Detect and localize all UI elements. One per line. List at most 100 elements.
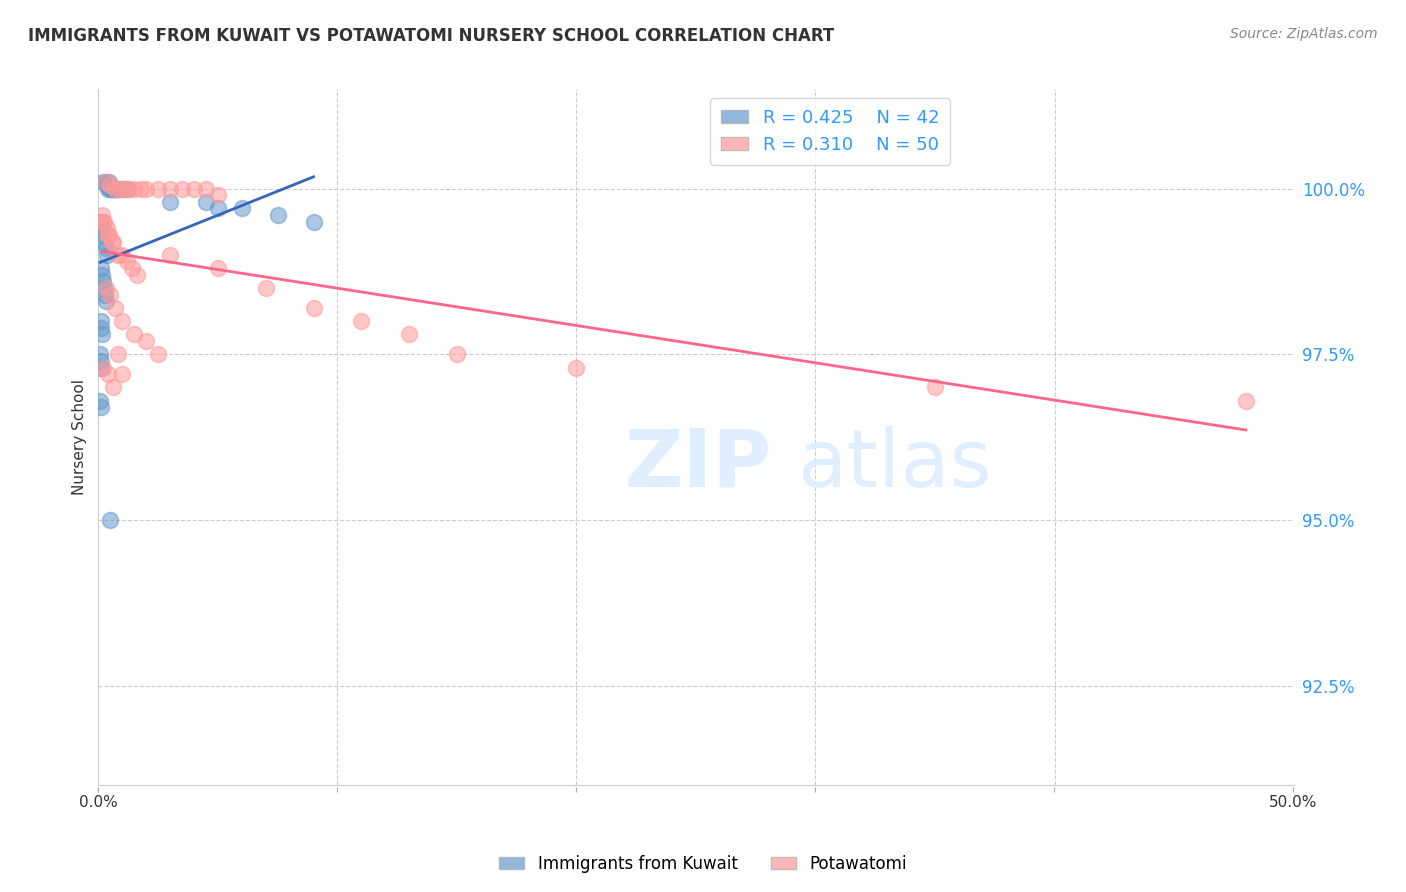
Point: [93, 215, 115, 229]
Y-axis label: Nursery School: Nursery School: [72, 379, 87, 495]
Text: IMMIGRANTS FROM KUWAIT VS POTAWATOMI NURSERY SCHOOL CORRELATION CHART: IMMIGRANTS FROM KUWAIT VS POTAWATOMI NUR…: [28, 27, 834, 45]
Point: [90, 354, 112, 368]
Text: 50.0%: 50.0%: [1270, 796, 1317, 810]
Point: [91, 175, 114, 189]
Point: [135, 181, 157, 195]
Point: [91, 215, 114, 229]
Point: [183, 181, 205, 195]
Point: [90, 360, 112, 375]
Point: [104, 181, 127, 195]
Point: [114, 181, 136, 195]
Point: [94, 241, 117, 255]
Point: [96, 248, 118, 262]
Point: [254, 281, 277, 295]
Point: [231, 202, 253, 216]
Point: [97, 181, 120, 195]
Text: ZIP: ZIP: [624, 425, 772, 504]
Point: [302, 215, 325, 229]
Point: [91, 227, 114, 242]
Point: [94, 287, 117, 301]
Point: [105, 181, 128, 195]
Point: [115, 254, 138, 268]
Point: [96, 221, 118, 235]
Point: [267, 208, 290, 222]
Point: [111, 248, 134, 262]
Point: [101, 235, 124, 249]
Point: [159, 248, 181, 262]
Point: [104, 181, 127, 195]
Point: [107, 347, 129, 361]
Point: [172, 181, 194, 195]
Point: [124, 327, 146, 342]
Point: [107, 248, 129, 262]
Point: [98, 513, 122, 527]
Text: atlas: atlas: [797, 425, 991, 504]
Point: [108, 181, 131, 195]
Point: [97, 227, 120, 242]
Point: [91, 221, 114, 235]
Point: [565, 360, 588, 375]
Point: [350, 314, 373, 328]
Point: [94, 175, 117, 189]
Legend: R = 0.425    N = 42, R = 0.310    N = 50: R = 0.425 N = 42, R = 0.310 N = 50: [710, 98, 950, 165]
Point: [124, 181, 146, 195]
Point: [91, 274, 114, 288]
Point: [103, 181, 125, 195]
Point: [135, 334, 157, 348]
Point: [398, 327, 420, 342]
Text: Source: ZipAtlas.com: Source: ZipAtlas.com: [1230, 27, 1378, 41]
Point: [111, 181, 134, 195]
Point: [302, 301, 325, 315]
Point: [104, 301, 127, 315]
Point: [98, 287, 122, 301]
Point: [100, 235, 122, 249]
Point: [207, 188, 229, 202]
Point: [121, 261, 143, 276]
Legend: Immigrants from Kuwait, Potawatomi: Immigrants from Kuwait, Potawatomi: [492, 848, 914, 880]
Point: [98, 181, 122, 195]
Point: [97, 367, 120, 381]
Point: [446, 347, 468, 361]
Point: [1234, 393, 1257, 408]
Point: [94, 294, 117, 309]
Point: [111, 367, 134, 381]
Point: [90, 401, 112, 415]
Text: 0.0%: 0.0%: [79, 796, 118, 810]
Point: [89, 393, 111, 408]
Point: [98, 175, 121, 189]
Point: [90, 314, 112, 328]
Point: [100, 181, 122, 195]
Point: [148, 347, 170, 361]
Point: [91, 208, 114, 222]
Point: [90, 320, 112, 334]
Point: [101, 181, 124, 195]
Point: [194, 181, 218, 195]
Point: [148, 181, 170, 195]
Point: [118, 181, 141, 195]
Point: [97, 178, 120, 193]
Point: [924, 380, 946, 394]
Point: [125, 268, 148, 282]
Point: [94, 281, 117, 295]
Point: [115, 181, 138, 195]
Point: [93, 235, 115, 249]
Point: [91, 360, 114, 375]
Point: [91, 268, 114, 282]
Point: [111, 314, 134, 328]
Point: [90, 261, 112, 276]
Point: [194, 194, 218, 209]
Point: [93, 281, 115, 295]
Point: [131, 181, 153, 195]
Point: [107, 181, 129, 195]
Point: [207, 261, 229, 276]
Point: [89, 347, 111, 361]
Point: [159, 194, 181, 209]
Point: [96, 178, 118, 193]
Point: [90, 327, 112, 342]
Point: [98, 178, 122, 193]
Point: [207, 202, 229, 216]
Point: [98, 227, 121, 242]
Point: [101, 380, 124, 394]
Point: [94, 175, 117, 189]
Point: [159, 181, 181, 195]
